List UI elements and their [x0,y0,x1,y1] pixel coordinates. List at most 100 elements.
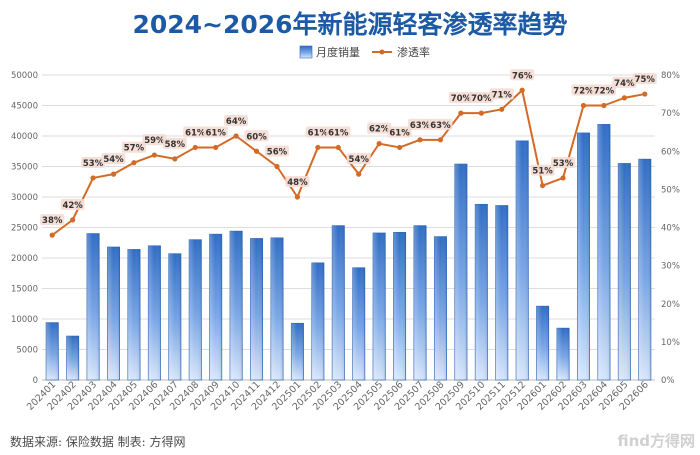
bar-shade [454,164,468,380]
bar-shade [291,323,304,380]
line-point-202407 [172,156,178,162]
bar-shade [332,225,345,380]
data-label: 72% [573,87,594,97]
data-label-bg [40,214,65,226]
y-left-tick-label: 15000 [11,285,38,295]
line-point-202509 [458,110,464,116]
data-label: 70% [471,94,492,104]
data-label: 56% [267,148,288,158]
bar-shade [311,262,324,380]
y-left-tick-label: 25000 [11,224,38,234]
data-label: 71% [492,90,513,100]
data-label: 53% [553,159,574,169]
data-label: 51% [532,167,553,177]
line-point-202406 [151,152,157,158]
data-label-bg [81,156,106,168]
data-label: 58% [165,140,186,150]
line-point-202506 [396,144,403,151]
data-label-bg [408,118,433,130]
data-label: 63% [410,121,431,131]
line-point-202408 [192,144,198,151]
data-label-bg [591,84,616,96]
data-label: 62% [369,125,390,135]
line-point-202409 [213,144,219,151]
data-label-bg [264,145,289,157]
data-label: 42% [62,201,83,211]
bar-shade [66,336,79,380]
data-label-bg [530,164,555,176]
y-right-tick-label: 10% [661,338,680,348]
legend-bar-label: 月度销量 [316,45,360,59]
data-label-bg [60,198,85,210]
data-label: 70% [451,94,472,104]
bar-shade [373,232,386,380]
data-label: 61% [328,128,349,138]
bar-shade [393,232,406,380]
source-note: 数据来源: 保险数据 制表: 方得网 [10,434,186,449]
y-left-tick-label: 5000 [16,346,38,356]
data-label: 57% [124,144,145,154]
data-label-bg [305,126,330,138]
line-point-202410 [233,133,239,139]
data-label-bg [448,92,473,104]
bar-shade [189,239,202,380]
data-label: 64% [226,117,247,127]
data-label: 61% [185,128,206,138]
line-point-202402 [70,217,76,223]
line-point-202606 [642,91,648,97]
line-point-202411 [253,148,260,154]
data-label-bg [142,134,167,146]
bar-shade [638,159,651,380]
data-label: 54% [103,155,124,165]
data-label: 76% [512,71,533,81]
bar-shade [577,132,590,380]
line-point-202511 [499,106,505,112]
data-label-bg [551,156,576,168]
y-left-tick-label: 50000 [11,71,38,81]
line-point-202504 [356,171,362,177]
data-label-bg [367,122,392,134]
bar-shade [148,245,161,380]
data-label: 59% [144,136,165,146]
data-label-bg [244,130,269,142]
y-left-tick-label: 20000 [11,254,38,264]
data-label-bg [612,76,637,88]
bar-shade [46,322,59,380]
data-label: 74% [614,79,635,89]
data-label-bg [285,176,310,187]
line-point-202507 [417,137,423,143]
data-label-bg [571,84,596,96]
line-point-202605 [621,95,627,101]
bar-shade [597,124,611,380]
legend-bar-swatch [299,45,313,59]
y-right-tick-label: 60% [661,147,680,157]
line-point-202403 [90,175,96,181]
line-point-202601 [540,182,546,189]
y-left-tick-label: 30000 [11,193,38,203]
legend-line-label: 渗透率 [397,45,430,59]
y-right-tick-label: 40% [661,224,680,234]
data-label-bg [224,115,249,126]
data-label-bg [489,88,514,100]
line-point-202512 [519,87,525,93]
bar-shade [168,253,181,380]
line-point-202502 [315,144,321,151]
y-right-tick-label: 0% [661,376,675,386]
y-right-tick-label: 50% [661,185,680,195]
data-label-bg [346,153,371,165]
bar-shade [413,225,427,380]
line-point-202602 [560,175,566,181]
bar-shade [475,204,488,380]
bar-shade [352,267,365,380]
line-point-202412 [274,163,280,170]
data-label-bg [183,126,208,138]
data-label: 60% [246,132,267,142]
data-label: 61% [389,128,410,138]
data-label-bg [632,73,657,85]
y-left-tick-label: 45000 [11,102,38,112]
data-label-bg [326,126,351,138]
bar-shade [86,233,100,380]
data-label-bg [162,137,187,149]
